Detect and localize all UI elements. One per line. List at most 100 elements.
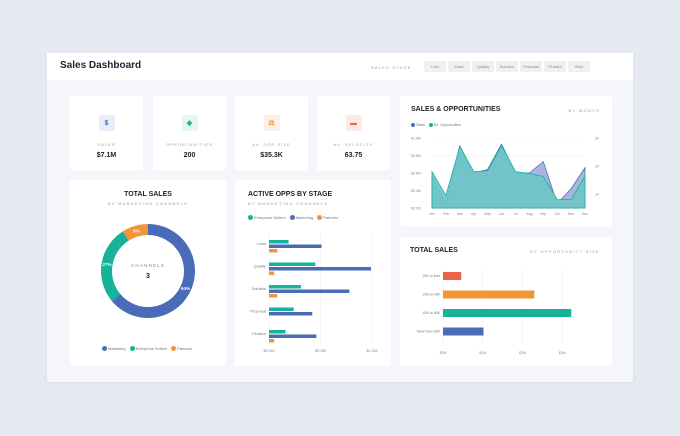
total-sales-size-chart: $0M $1M $2M $3M 20K or less 20K to 40K 40K to … — [417, 267, 572, 355]
donut-slice-marketing — [111, 224, 195, 318]
chart-subtitle: BY MARKETING CHANNELS — [248, 201, 329, 206]
bar-marketing — [269, 334, 317, 338]
kpi-value: 63.75 — [344, 152, 363, 159]
y-tick: More than 60K — [417, 330, 441, 334]
y-tick: Lead — [257, 241, 266, 246]
slice-label: 64% — [181, 286, 190, 291]
sales-legend: Sales No. Opportunities — [411, 123, 462, 128]
bar-partners — [269, 249, 278, 253]
x-tick: Jan — [429, 212, 435, 216]
kpi-label: AV. VELOCITY — [333, 142, 374, 147]
dollar-icon: $ — [98, 115, 115, 131]
bar-more-than-60k — [443, 327, 484, 336]
chart-title: SALES & OPPORTUNITIES — [411, 106, 501, 113]
kpi-velocity: ▬ AV. VELOCITY 63.75 — [317, 96, 390, 170]
active-opps-card: ACTIVE OPPS BY STAGE BY MARKETING CHANNE… — [235, 180, 391, 366]
bar-20k-to-40k — [443, 290, 535, 299]
y-tick-right: 10 — [595, 193, 599, 197]
bar-enterprise-sellers — [269, 285, 301, 289]
stage-finalize[interactable]: Finalize — [544, 61, 566, 72]
kpi-label: AV. OPP SIZE — [252, 142, 291, 147]
center-value: 3 — [146, 273, 150, 280]
bar-marketing — [269, 244, 322, 248]
bar-marketing — [269, 267, 371, 271]
legend-partners: Partners — [177, 346, 193, 351]
x-tick: $0.5M — [315, 348, 326, 353]
scale-icon: ⚖ — [263, 115, 280, 131]
total-sales-size-card: TOTAL SALES BY OPPORTUNITY SIZE $0M $1M $2… — [400, 237, 612, 366]
kpi-sales: $ SALES $7.1M — [70, 96, 143, 170]
sales-opps-chart: $1.0M $0.8M $0.6M $0.4M $0.2M 30 20 10 Jan Feb Mar… — [411, 137, 599, 217]
legend-marketing: Marketing — [295, 215, 314, 220]
bar-enterprise-sellers — [269, 330, 286, 334]
y-tick-right: 20 — [595, 165, 599, 169]
y-tick: Qualify — [254, 264, 266, 269]
center-label: CHANNELS — [131, 263, 165, 268]
y-tick-left: $1.0M — [411, 137, 421, 141]
kpi-opp-size: ⚖ AV. OPP SIZE $35.3K — [235, 96, 308, 170]
x-tick: Jun — [499, 212, 505, 216]
bar-partners — [269, 339, 275, 343]
stage-lead[interactable]: Lead — [448, 61, 470, 72]
stage-lost[interactable]: Lost — [424, 61, 446, 72]
y-tick: Proposal — [250, 309, 266, 314]
donut-slice-partners — [122, 224, 148, 241]
bar-partners — [269, 294, 278, 298]
stage-proposal[interactable]: Proposal — [520, 61, 542, 72]
target-icon: ◆ — [181, 115, 198, 131]
x-tick: Oct — [554, 212, 559, 216]
bar-enterprise-sellers — [269, 240, 289, 244]
kpi-opportunities: ◆ OPPORTUNITIES 200 — [153, 96, 226, 170]
opps-legend: Enterprise Sellers Marketing Partners — [248, 215, 338, 221]
bar-20k-or-less — [443, 272, 462, 280]
kpi-value: $7.1M — [96, 152, 117, 159]
y-tick-left: $0.2M — [411, 207, 421, 211]
chart-subtitle: BY MARKETING CHANNELS — [107, 201, 189, 206]
stage-qualify[interactable]: Qualify — [472, 61, 494, 72]
chart-subtitle: BY MONTH — [568, 108, 600, 113]
legend-enterprise: Enterprise Sellers — [135, 346, 168, 351]
stage-solution[interactable]: Solution — [496, 61, 518, 72]
donut-slice-enterprise-sellers — [101, 231, 129, 301]
y-tick: 40K to 60K — [423, 311, 441, 315]
x-tick: $3M — [559, 351, 566, 355]
x-tick: Aug — [526, 212, 532, 216]
kpi-value: $35.3K — [260, 152, 283, 159]
chart-title: TOTAL SALES — [410, 247, 458, 254]
kpi-label: OPPORTUNITIES — [166, 142, 213, 147]
bar-enterprise-sellers — [269, 307, 294, 311]
y-tick: Solution — [252, 286, 266, 291]
y-tick: 20K or less — [422, 274, 440, 278]
legend-enterprise: Enterprise Sellers — [254, 215, 286, 220]
x-tick: $1M — [479, 351, 486, 355]
stage-won[interactable]: Won — [568, 61, 590, 72]
bar-marketing — [269, 289, 350, 293]
kpi-label: SALES — [97, 142, 116, 147]
dashboard: Sales Dashboard SALES STAGE Lost Lead Qu… — [47, 53, 633, 382]
y-tick: 20K to 40K — [423, 293, 441, 297]
x-tick: May — [484, 212, 491, 216]
x-tick: Feb — [443, 212, 449, 216]
x-tick: $2M — [519, 351, 526, 355]
header: Sales Dashboard SALES STAGE Lost Lead Qu… — [47, 53, 633, 80]
x-tick: Dec — [582, 212, 588, 216]
x-tick: Mar — [457, 212, 464, 216]
x-tick: $0.0M — [263, 348, 274, 353]
x-tick: Jul — [513, 212, 518, 216]
slice-label: 27% — [103, 262, 112, 267]
donut-chart: 64% 27% 9% CHANNELS 3 — [101, 224, 195, 318]
sales-stage-label: SALES STAGE — [371, 65, 412, 70]
y-tick-left: $0.6M — [411, 172, 421, 176]
page-title: Sales Dashboard — [60, 60, 142, 71]
area-opportunities — [431, 144, 586, 209]
legend-opportunities: No. Opportunities — [433, 123, 462, 127]
sales-stage-filter: Lost Lead Qualify Solution Proposal Fina… — [424, 61, 590, 72]
y-tick-right: 30 — [595, 137, 599, 141]
chart-subtitle: BY OPPORTUNITY SIZE — [530, 249, 600, 254]
x-tick: Nov — [568, 212, 574, 216]
legend-marketing: Marketing — [108, 346, 126, 351]
bar-marketing — [269, 312, 313, 316]
x-tick: Apr — [471, 212, 477, 216]
x-tick: Sep — [540, 212, 546, 216]
kpi-value: 200 — [183, 152, 196, 159]
